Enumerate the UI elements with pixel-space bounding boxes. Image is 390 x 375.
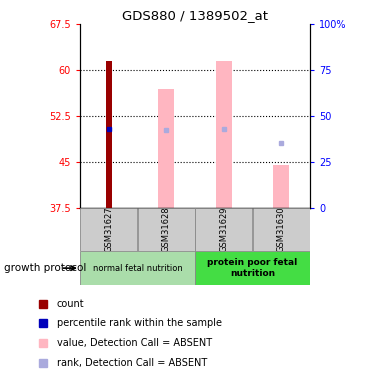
Bar xyxy=(106,61,112,208)
FancyBboxPatch shape xyxy=(138,208,195,251)
FancyBboxPatch shape xyxy=(80,251,195,285)
Bar xyxy=(158,89,174,208)
Text: count: count xyxy=(57,298,84,309)
FancyBboxPatch shape xyxy=(195,251,310,285)
Text: value, Detection Call = ABSENT: value, Detection Call = ABSENT xyxy=(57,338,212,348)
FancyBboxPatch shape xyxy=(253,208,310,251)
Text: percentile rank within the sample: percentile rank within the sample xyxy=(57,318,222,328)
FancyBboxPatch shape xyxy=(80,208,137,251)
Text: GSM31630: GSM31630 xyxy=(277,207,286,252)
Text: GSM31627: GSM31627 xyxy=(104,207,113,252)
Text: protein poor fetal
nutrition: protein poor fetal nutrition xyxy=(207,258,298,278)
Text: GSM31629: GSM31629 xyxy=(219,207,228,252)
Text: rank, Detection Call = ABSENT: rank, Detection Call = ABSENT xyxy=(57,358,207,368)
FancyBboxPatch shape xyxy=(195,208,252,251)
Text: GSM31628: GSM31628 xyxy=(162,207,171,252)
Text: normal fetal nutrition: normal fetal nutrition xyxy=(92,264,183,273)
Bar xyxy=(216,61,232,208)
Title: GDS880 / 1389502_at: GDS880 / 1389502_at xyxy=(122,9,268,22)
Bar xyxy=(273,165,289,208)
Text: growth protocol: growth protocol xyxy=(4,263,86,273)
